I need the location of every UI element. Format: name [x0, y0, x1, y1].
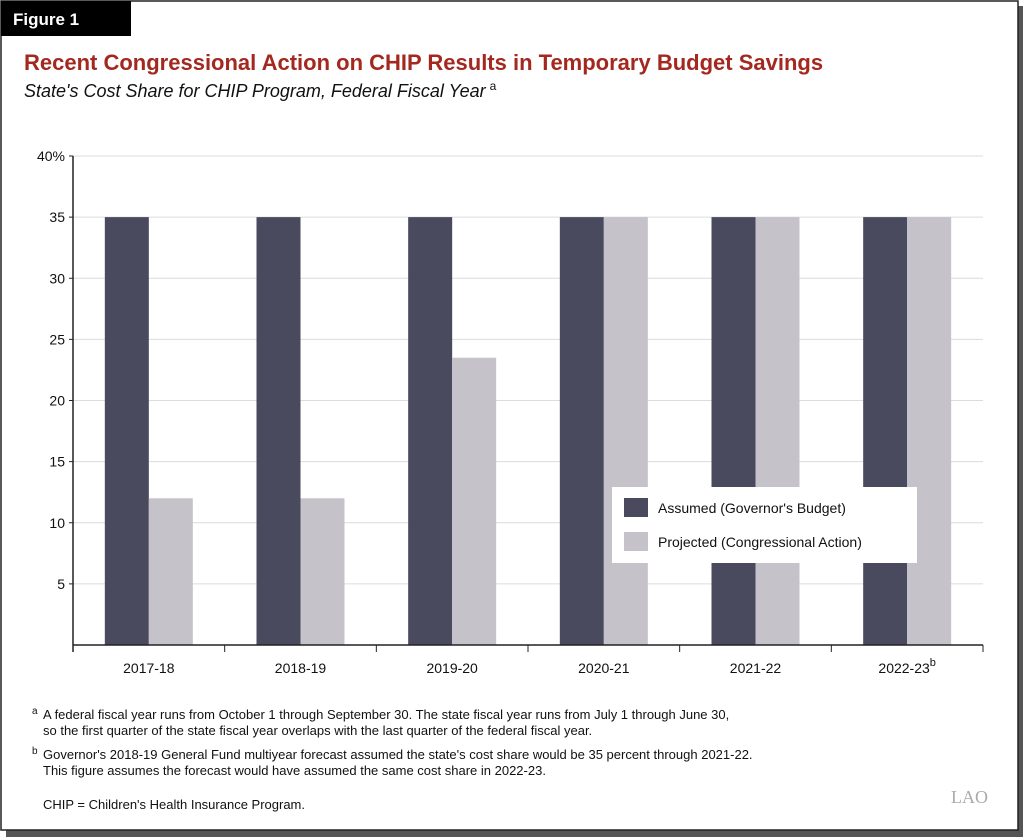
bar	[300, 498, 345, 645]
y-tick-label: 25	[49, 331, 65, 347]
footnotes: a A federal fiscal year runs from October…	[32, 706, 753, 812]
legend-swatch	[624, 532, 648, 551]
legend-box	[612, 487, 917, 563]
x-tick-text: 2019-20	[426, 660, 478, 676]
footnote-mark: a	[32, 706, 38, 717]
bar	[603, 217, 648, 645]
figure-label-box	[1, 1, 131, 36]
footnote-line: Governor's 2018-19 General Fund multiyea…	[43, 747, 753, 762]
subtitle-text: State's Cost Share for CHIP Program, Fed…	[24, 81, 487, 101]
x-tick-label: 2017-18	[123, 660, 175, 676]
plot: 40% 35 30 25 20 15 10 5 2017-18 2018-19 2019-20 202…	[37, 148, 984, 676]
y-tick-label: 30	[49, 270, 65, 286]
legend-label: Assumed (Governor's Budget)	[658, 500, 846, 516]
bar	[452, 357, 497, 645]
footnote-mark: b	[32, 746, 38, 757]
footnote-line: so the first quarter of the state fiscal…	[43, 723, 592, 738]
x-tick-text: 2018-19	[275, 660, 327, 676]
y-tick-label: 35	[49, 209, 65, 225]
x-tick-label: 2019-20	[426, 660, 478, 676]
bar	[559, 217, 604, 645]
abbreviation-note: CHIP = Children's Health Insurance Progr…	[43, 797, 305, 812]
x-tick-text: 2021-22	[730, 660, 782, 676]
footnote-line: This figure assumes the forecast would h…	[43, 763, 546, 778]
y-tick-label: 40%	[37, 148, 65, 164]
legend-swatch	[624, 498, 648, 517]
bar	[907, 217, 952, 645]
chart-title: Recent Congressional Action on CHIP Resu…	[24, 50, 823, 75]
legend: Assumed (Governor's Budget) Projected (Co…	[612, 487, 917, 563]
legend-label: Projected (Congressional Action)	[658, 534, 862, 550]
bar	[755, 217, 800, 645]
bar	[711, 217, 756, 645]
y-tick-label: 20	[49, 393, 65, 409]
bar	[104, 217, 149, 645]
figure-label: Figure 1	[13, 10, 79, 29]
bar	[863, 217, 908, 645]
source-logo: LAO	[951, 787, 988, 807]
x-tick-superscript: b	[930, 657, 936, 669]
y-tick-label: 15	[49, 454, 65, 470]
chart-subtitle: State's Cost Share for CHIP Program, Fed…	[24, 79, 497, 101]
bar	[148, 498, 193, 645]
x-tick-text: 2017-18	[123, 660, 175, 676]
x-tick-label: 2018-19	[275, 660, 327, 676]
bar	[256, 217, 301, 645]
y-tick-label: 10	[49, 515, 65, 531]
x-tick-label: 2021-22	[730, 660, 782, 676]
footnote-line: A federal fiscal year runs from October …	[43, 707, 729, 722]
x-tick-text: 2022-23	[878, 660, 930, 676]
bar	[408, 217, 453, 645]
subtitle-superscript: a	[490, 79, 497, 93]
x-tick-label: 2022-23b	[878, 657, 936, 676]
y-tick-label: 5	[57, 576, 65, 592]
x-tick-text: 2020-21	[578, 660, 630, 676]
x-tick-label: 2020-21	[578, 660, 630, 676]
